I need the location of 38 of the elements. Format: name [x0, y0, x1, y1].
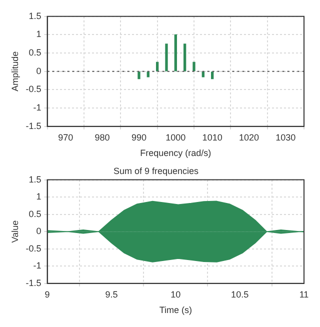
y-tick-label: 0.5: [28, 208, 42, 219]
x-axis-title: Frequency (rad/s): [140, 148, 212, 158]
y-tick-label: -1.5: [26, 120, 42, 131]
y-axis-title: Amplitude: [10, 51, 20, 92]
y-tick-label: -0.5: [26, 243, 42, 254]
bar: [192, 62, 196, 72]
x-tick-label: 1000: [166, 132, 186, 142]
y-tick-label: -0.5: [26, 84, 42, 94]
x-tick-label: 970: [58, 132, 74, 142]
x-tick-label: 10: [170, 289, 181, 300]
bar: [165, 44, 168, 72]
y-tick-label: 0.5: [28, 48, 42, 58]
x-tick-label: 9: [44, 289, 50, 300]
y-tick-label: 1.5: [28, 10, 42, 21]
y-tick-label: 0: [36, 66, 42, 76]
x-tick-label: 990: [131, 132, 146, 142]
bar: [156, 62, 159, 72]
y-tick-label: -1.5: [26, 278, 42, 288]
x-tick-label: 11: [299, 289, 309, 300]
x-tick-label: 10.5: [231, 289, 249, 300]
x-tick-label: 1020: [238, 132, 260, 142]
bar: [183, 44, 186, 72]
x-tick-label: 1030: [276, 132, 296, 142]
chart-title: Sum of 9 frequencies: [113, 166, 200, 176]
x-tick-label: 980: [94, 132, 110, 142]
x-tick-label: 1010: [202, 132, 222, 142]
y-tick-label: -1: [33, 260, 42, 271]
y-tick-label: 0: [36, 226, 42, 236]
y-axis-title: Value: [10, 220, 20, 243]
x-axis-title: Time (s): [159, 305, 192, 316]
y-tick-label: -1: [33, 102, 42, 113]
bar: [210, 72, 214, 80]
bar: [174, 34, 177, 72]
x-tick-label: 9.5: [105, 289, 118, 300]
y-tick-label: 1.5: [28, 174, 42, 184]
y-tick-label: 1: [36, 192, 42, 202]
bar: [138, 72, 140, 80]
y-tick-label: 1: [36, 29, 42, 40]
